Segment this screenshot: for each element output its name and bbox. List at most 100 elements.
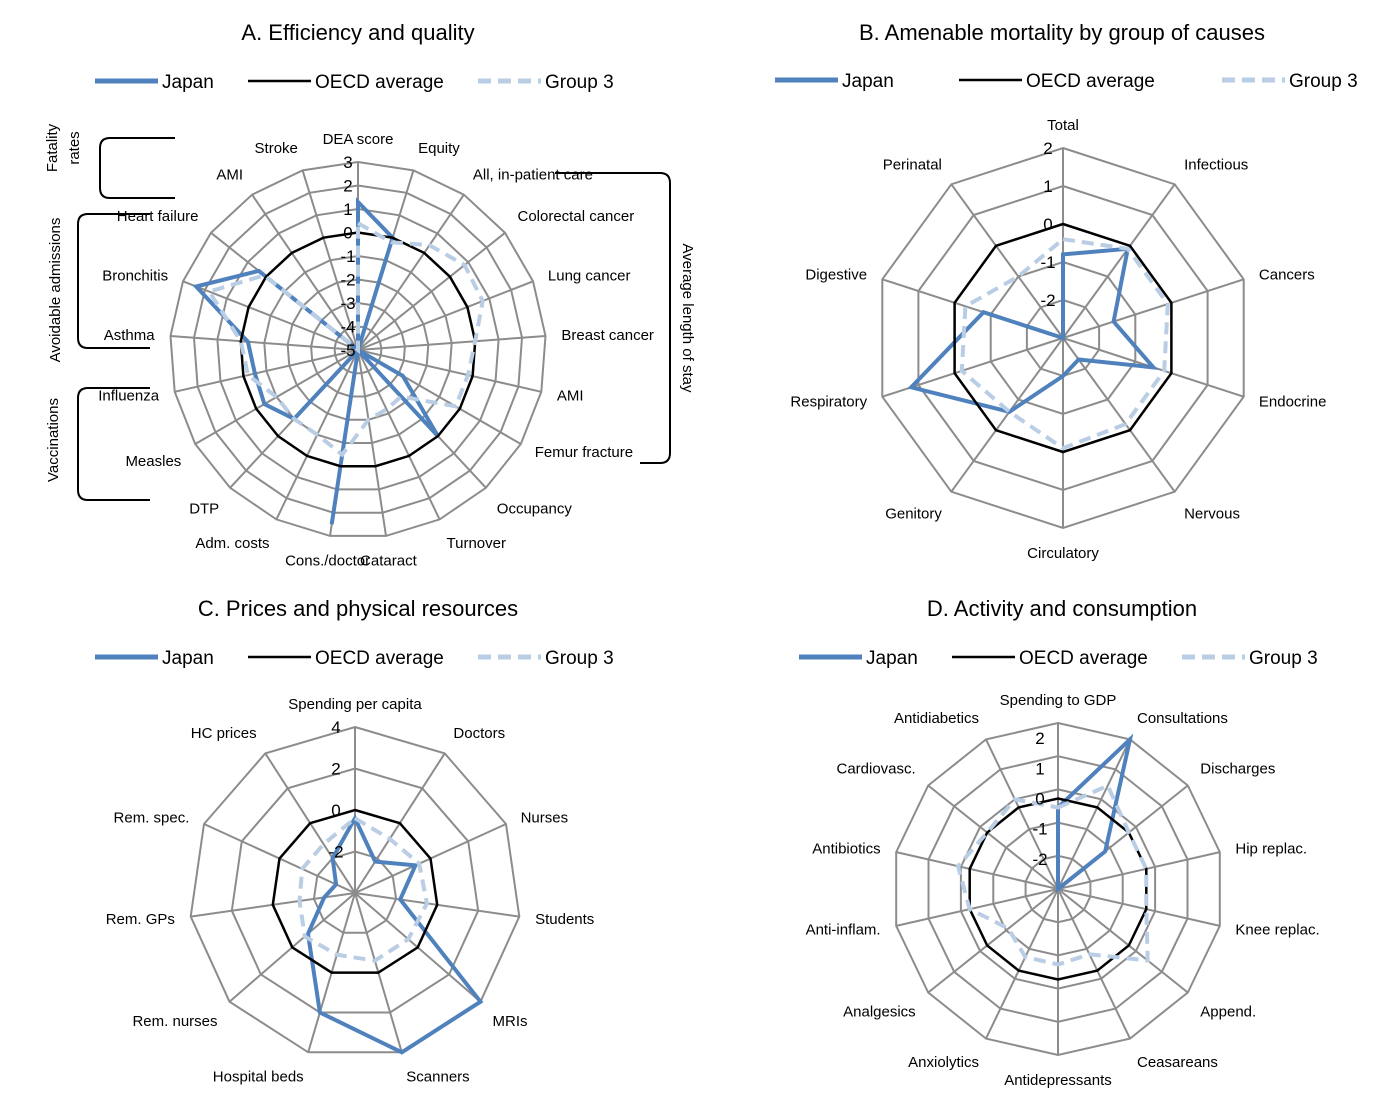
tick-label: -2 bbox=[328, 843, 343, 862]
axis-label-dea-score: DEA score bbox=[323, 131, 394, 148]
legend-group3-label: Group 3 bbox=[1249, 648, 1318, 669]
panel-c-prices: C. Prices and physical resources Japan O… bbox=[95, 596, 614, 1086]
axis-label-anti-inflam: Anti-inflam. bbox=[806, 922, 881, 939]
grid-spoke bbox=[1062, 278, 1245, 339]
axis-label-stroke: Stroke bbox=[255, 140, 298, 157]
series-oecd-average bbox=[271, 808, 439, 974]
group-label-vaccinations: Vaccinations bbox=[45, 398, 62, 482]
axis-label-hc-prices: HC prices bbox=[191, 725, 257, 742]
axis-label-ami: AMI bbox=[557, 387, 584, 404]
panel-b-series bbox=[907, 222, 1173, 454]
axis-label-rem-gps: Rem. GPs bbox=[106, 911, 175, 928]
panel-b-title: B. Amenable mortality by group of causes bbox=[859, 20, 1265, 45]
tick-label: -1 bbox=[340, 247, 355, 266]
grid-spoke bbox=[357, 349, 387, 537]
axis-label-infectious: Infectious bbox=[1184, 156, 1248, 173]
grid-spoke bbox=[927, 888, 1059, 994]
grid-ring bbox=[230, 767, 480, 1014]
grid-spoke bbox=[927, 784, 1059, 890]
grid-spoke bbox=[1057, 738, 1131, 890]
bracket-vaccinations bbox=[77, 387, 150, 501]
axis-label-equity: Equity bbox=[418, 140, 460, 157]
axis-label-consultations: Consultations bbox=[1137, 710, 1228, 727]
axis-label-spending-per-capita: Spending per capita bbox=[288, 696, 422, 713]
panel-b-legend: Japan OECD average Group 3 bbox=[775, 71, 1358, 92]
axis-label-asthma: Asthma bbox=[104, 327, 156, 344]
legend-group3-label: Group 3 bbox=[1289, 71, 1358, 92]
panel-c-grid bbox=[189, 725, 521, 1054]
tick-label: 0 bbox=[1043, 215, 1052, 234]
legend-oecd-label: OECD average bbox=[315, 72, 444, 93]
panel-b-mortality: B. Amenable mortality by group of causes… bbox=[775, 20, 1358, 562]
panel-d-title: D. Activity and consumption bbox=[927, 596, 1197, 621]
grid-spoke bbox=[182, 280, 359, 351]
legend-japan-label: Japan bbox=[842, 71, 894, 92]
group-label-fatality-line2: rates bbox=[66, 131, 83, 164]
axis-label-spending-to-gdp: Spending to GDP bbox=[1000, 692, 1117, 709]
axis-label-antidepressants: Antidepressants bbox=[1004, 1072, 1112, 1089]
group-label-length-of-stay: Average length of stay bbox=[679, 244, 696, 393]
axis-label-doctors: Doctors bbox=[453, 725, 505, 742]
grid-spoke bbox=[1057, 888, 1221, 927]
panel-d-grid bbox=[895, 721, 1221, 1057]
panel-d-legend: Japan OECD average Group 3 bbox=[799, 648, 1318, 669]
grid-spoke bbox=[194, 349, 359, 445]
panel-a-group-brackets: Fatality rates Avoidable admissions Vacc… bbox=[44, 123, 696, 501]
grid-spoke bbox=[301, 170, 359, 351]
panel-d-ticks: 2 1 0 -1 -2 bbox=[1032, 729, 1047, 869]
axis-label-students: Students bbox=[535, 911, 594, 928]
axis-label-all-in-patient-care: All, in-patient care bbox=[473, 166, 593, 183]
axis-label-digestive: Digestive bbox=[805, 266, 867, 283]
grid-spoke bbox=[174, 349, 359, 393]
axis-label-influenza: Influenza bbox=[98, 387, 160, 404]
axis-label-rem-nurses: Rem. nurses bbox=[132, 1013, 217, 1030]
grid-spoke bbox=[251, 194, 359, 351]
axis-label-nervous: Nervous bbox=[1184, 506, 1240, 523]
grid-spoke bbox=[1062, 337, 1176, 493]
tick-label: 4 bbox=[331, 718, 340, 737]
axis-label-cancers: Cancers bbox=[1259, 266, 1315, 283]
axis-label-circulatory: Circulatory bbox=[1027, 545, 1099, 562]
grid-spoke bbox=[895, 851, 1059, 890]
grid-spoke bbox=[985, 738, 1059, 890]
tick-label: -1 bbox=[1040, 253, 1055, 272]
grid-spoke bbox=[357, 232, 506, 351]
grid-ring bbox=[286, 278, 430, 421]
series-group-3 bbox=[206, 219, 485, 458]
grid-spoke bbox=[1057, 888, 1189, 994]
tick-label: 0 bbox=[1035, 790, 1044, 809]
axis-label-antibiotics: Antibiotics bbox=[812, 841, 880, 858]
panel-d-series bbox=[955, 733, 1150, 981]
grid-spoke bbox=[357, 194, 465, 351]
axis-label-mris: MRIs bbox=[493, 1013, 528, 1030]
panel-a-series bbox=[192, 197, 485, 525]
axis-label-endocrine: Endocrine bbox=[1259, 394, 1327, 411]
legend-oecd-label: OECD average bbox=[1019, 648, 1148, 669]
series-japan bbox=[192, 197, 440, 525]
panel-c-ticks: 4 2 0 -2 bbox=[328, 718, 343, 862]
tick-label: 2 bbox=[1035, 729, 1044, 748]
series-oecd-average bbox=[239, 231, 477, 468]
series-group-3 bbox=[959, 237, 1170, 451]
grid-spoke bbox=[895, 888, 1059, 927]
grid-ring bbox=[310, 301, 406, 398]
tick-label: 1 bbox=[1035, 759, 1044, 778]
axis-label-ceasareans: Ceasareans bbox=[1137, 1054, 1218, 1071]
axis-label-adm-costs: Adm. costs bbox=[195, 535, 269, 552]
axis-label-ami: AMI bbox=[216, 166, 243, 183]
grid-spoke bbox=[170, 335, 359, 351]
legend-japan-label: Japan bbox=[162, 72, 214, 93]
tick-label: -5 bbox=[340, 341, 355, 360]
legend-oecd-label: OECD average bbox=[315, 648, 444, 669]
panel-c-series bbox=[271, 808, 484, 1055]
group-label-fatality-line1: Fatality bbox=[44, 123, 61, 172]
bracket-avoidable bbox=[77, 213, 150, 349]
axis-label-dtp: DTP bbox=[189, 501, 219, 518]
tick-label: 2 bbox=[331, 760, 340, 779]
tick-label: -3 bbox=[340, 294, 355, 313]
axis-label-perinatal: Perinatal bbox=[883, 156, 942, 173]
legend-japan-label: Japan bbox=[162, 648, 214, 669]
tick-label: -2 bbox=[1040, 291, 1055, 310]
tick-label: 1 bbox=[343, 200, 352, 219]
